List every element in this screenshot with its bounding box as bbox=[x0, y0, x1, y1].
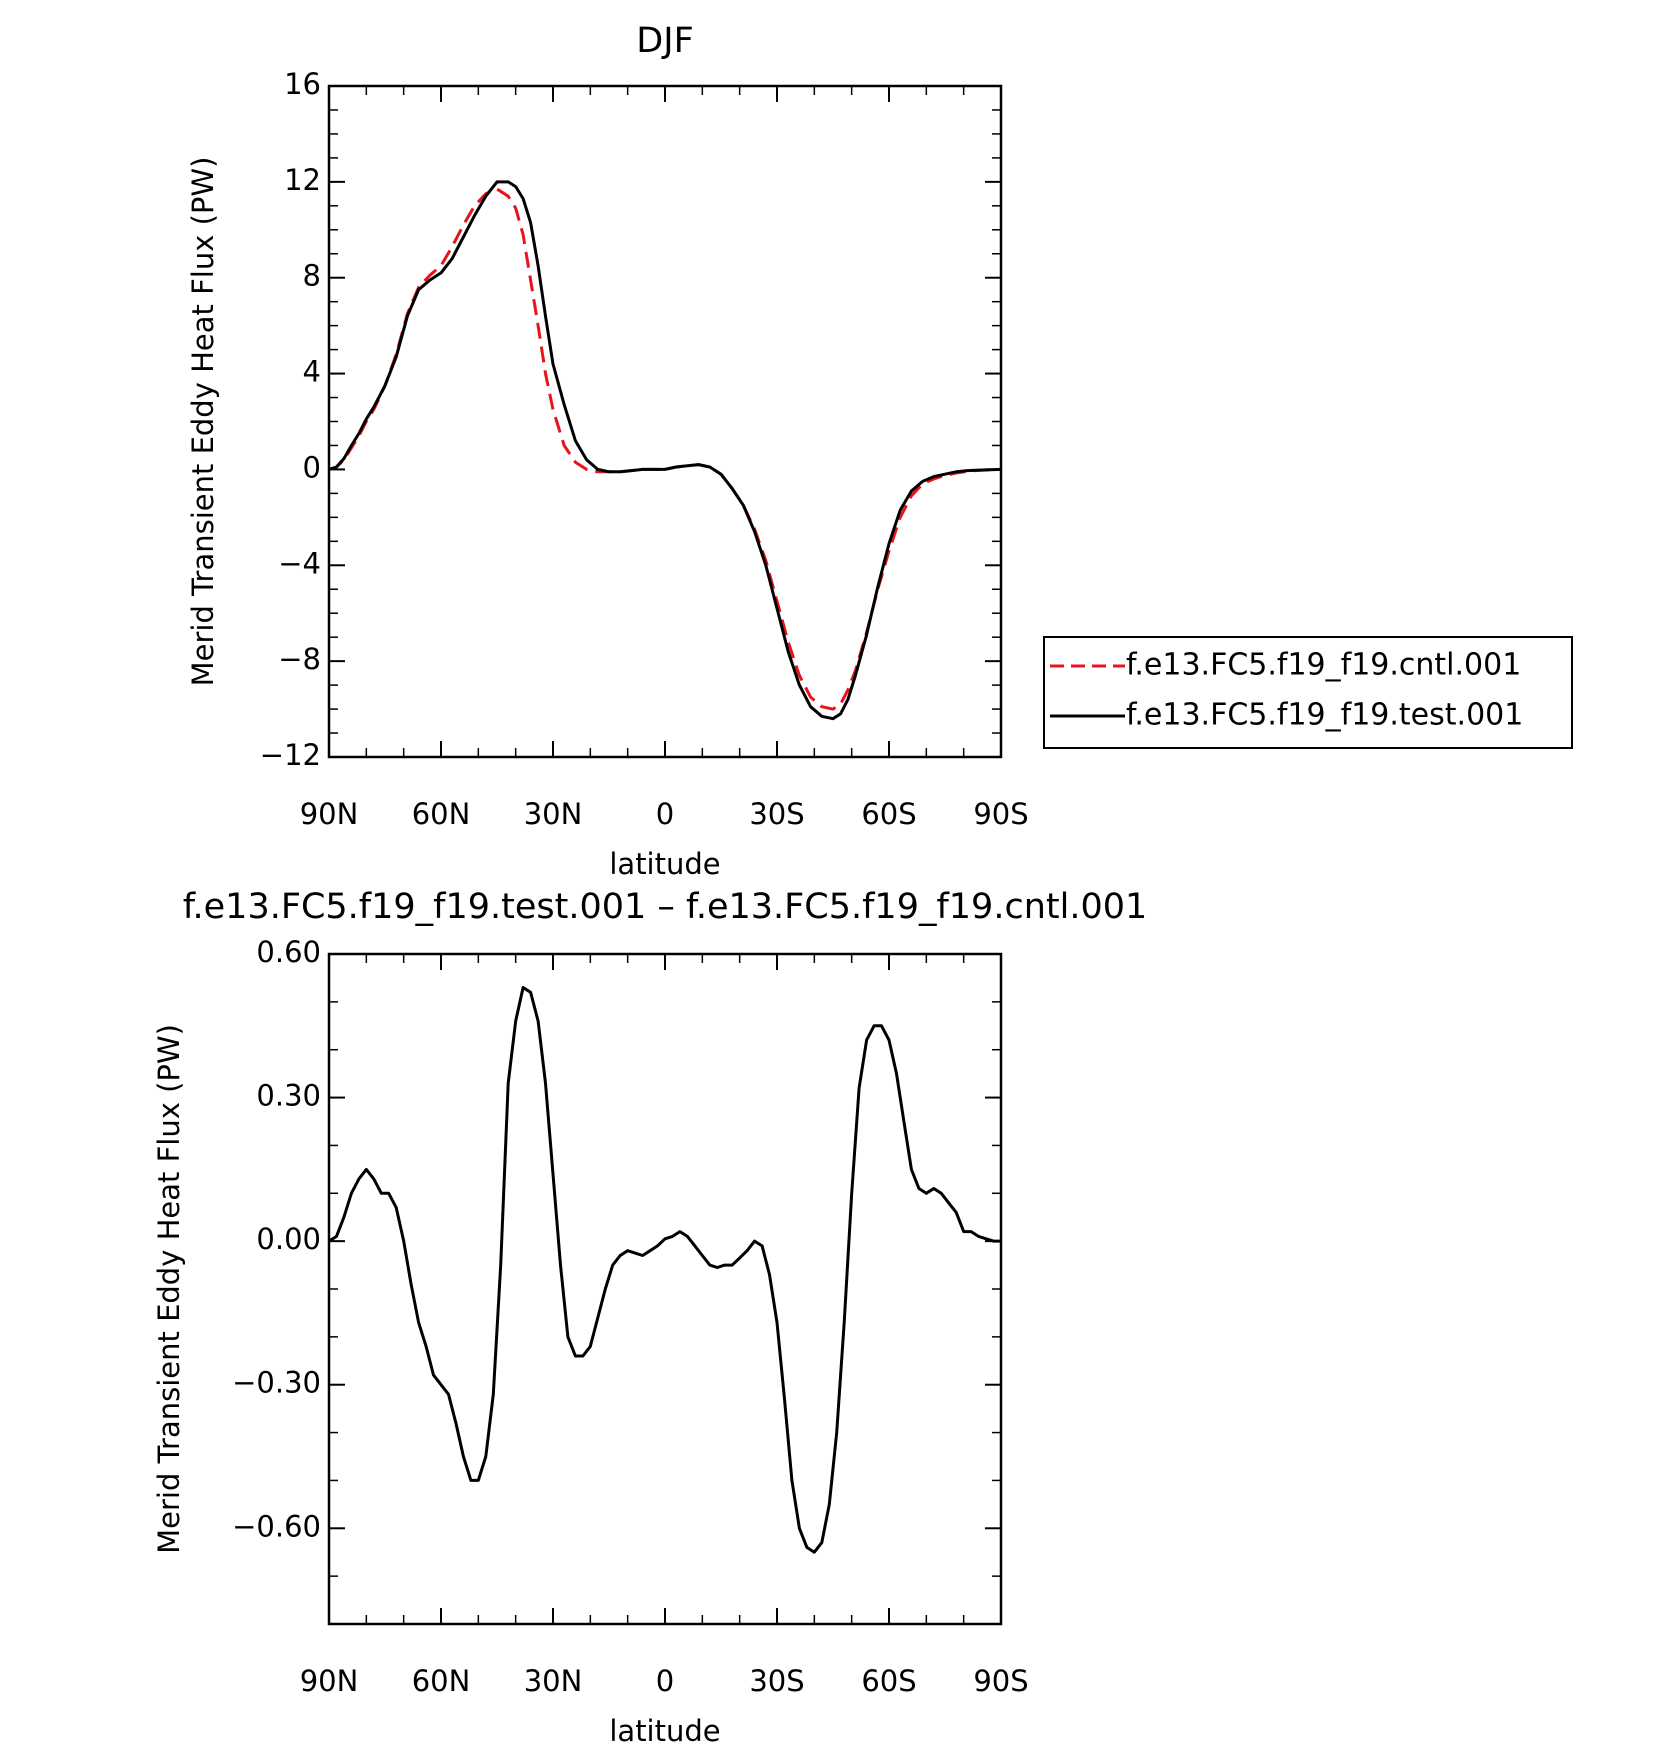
y-tick-label: 0.30 bbox=[256, 1079, 321, 1113]
x-tick-label: 90N bbox=[300, 1664, 359, 1698]
y-tick-label: 0 bbox=[303, 450, 321, 484]
x-tick-label: 90S bbox=[973, 797, 1028, 831]
y-tick-label: −12 bbox=[260, 738, 321, 772]
x-tick-label: 60S bbox=[861, 797, 916, 831]
legend: f.e13.FC5.f19_f19.cntl.001 f.e13.FC5.f19_… bbox=[1043, 636, 1573, 749]
plot-frame bbox=[327, 952, 1003, 1626]
y-tick-label: −0.30 bbox=[232, 1366, 321, 1400]
y-tick-label: 0.60 bbox=[256, 935, 321, 969]
series-line-test bbox=[328, 180, 1002, 721]
y-tick-label: 8 bbox=[303, 259, 321, 293]
series-line-cntl bbox=[328, 187, 1002, 711]
x-tick-label: 60S bbox=[861, 1664, 916, 1698]
legend-box bbox=[1043, 636, 1573, 749]
chart-panel-2: f.e13.FC5.f19_f19.test.001 – f.e13.FC5.f… bbox=[152, 887, 1148, 1748]
x-tick-label: 0 bbox=[656, 797, 674, 831]
x-axis-label: latitude bbox=[609, 847, 720, 881]
chart-title: DJF bbox=[636, 21, 693, 61]
y-tick-label: 12 bbox=[284, 163, 321, 197]
y-axis-label: Merid Transient Eddy Heat Flux (PW) bbox=[186, 157, 220, 687]
y-tick-label: 16 bbox=[284, 67, 321, 101]
chart-title: f.e13.FC5.f19_f19.test.001 – f.e13.FC5.f… bbox=[183, 887, 1148, 927]
x-tick-label: 30N bbox=[524, 1664, 583, 1698]
y-tick-label: −4 bbox=[278, 546, 321, 580]
x-tick-label: 30S bbox=[749, 1664, 804, 1698]
x-tick-label: 30N bbox=[524, 797, 583, 831]
x-tick-label: 60N bbox=[412, 797, 471, 831]
x-tick-label: 0 bbox=[656, 1664, 674, 1698]
x-tick-label: 90S bbox=[973, 1664, 1028, 1698]
legend-entry-label: f.e13.FC5.f19_f19.test.001 bbox=[1126, 698, 1523, 733]
y-tick-label: −0.60 bbox=[232, 1509, 321, 1543]
y-tick-label: 0.00 bbox=[256, 1222, 321, 1256]
y-tick-label: −8 bbox=[278, 642, 321, 676]
y-axis-label: Merid Transient Eddy Heat Flux (PW) bbox=[152, 1024, 186, 1554]
series-line-difference bbox=[328, 986, 1001, 1554]
x-axis-label: latitude bbox=[609, 1714, 720, 1747]
x-tick-label: 90N bbox=[300, 797, 359, 831]
plot-frame bbox=[327, 84, 1003, 759]
x-tick-label: 30S bbox=[749, 797, 804, 831]
chart-panel-1: DJF 90N 60N 30N 0 30S 60S 90S −12 −8 −4 0 4 8 12 16 lati… bbox=[186, 21, 1573, 881]
x-tick-label: 60N bbox=[412, 1664, 471, 1698]
y-tick-label: 4 bbox=[303, 355, 321, 389]
legend-entry-label: f.e13.FC5.f19_f19.cntl.001 bbox=[1126, 648, 1521, 683]
